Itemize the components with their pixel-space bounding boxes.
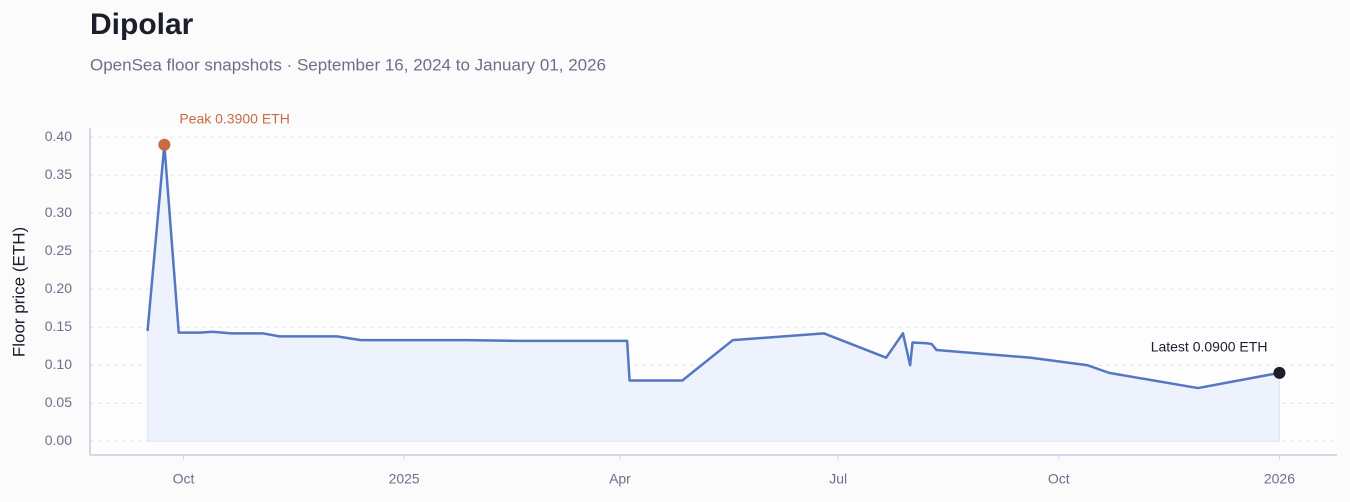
x-tick-label: Jul [829,471,847,487]
y-tick-label: 0.40 [45,128,72,144]
x-tick-label: Apr [609,471,631,487]
y-axis-label: Floor price (ETH) [9,227,28,357]
point-marker [1273,366,1286,379]
line [146,143,1280,390]
annotation: Latest 0.0900 ETH [1151,339,1268,355]
y-tick-label: 0.00 [45,432,72,448]
chart-title: Dipolar [90,8,194,41]
x-tick-label: Oct [173,471,195,487]
y-tick-label: 0.15 [45,318,72,334]
y-tick-label: 0.05 [45,394,72,410]
x-tick-label: 2025 [389,471,420,487]
y-tick-label: 0.25 [45,242,72,258]
y-tick-label: 0.10 [45,356,72,372]
y-tick-label: 0.35 [45,166,72,182]
y-tick-label: 0.20 [45,280,72,296]
point-marker [158,138,171,151]
x-tick-label: Oct [1048,471,1070,487]
annotation: Peak 0.3900 ETH [179,110,290,126]
x-tick-label: 2026 [1264,471,1295,487]
chart-subtitle: OpenSea floor snapshots · September 16, … [90,55,606,74]
y-tick-label: 0.30 [45,204,72,220]
